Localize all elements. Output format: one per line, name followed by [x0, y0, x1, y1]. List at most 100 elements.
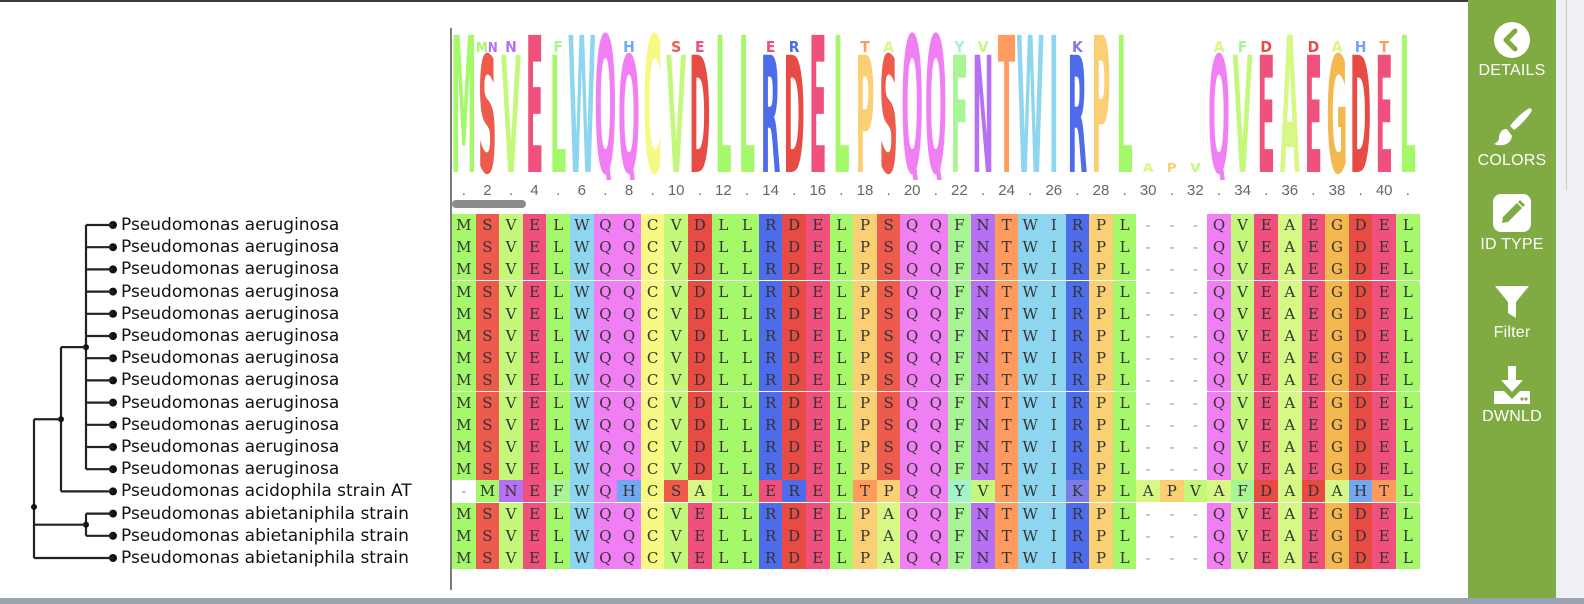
alignment-cell[interactable]: Q [593, 502, 618, 525]
alignment-cell[interactable]: L [546, 502, 570, 525]
alignment-cell[interactable]: F [947, 302, 972, 325]
alignment-cell[interactable]: E [1254, 302, 1278, 325]
alignment-cell[interactable]: R [1065, 302, 1090, 325]
alignment-cell[interactable]: - [1183, 236, 1208, 259]
alignment-cell[interactable]: - [1183, 502, 1208, 525]
alignment-cell[interactable]: S [475, 524, 500, 547]
id-type-button[interactable]: ID TYPE [1468, 192, 1556, 254]
alignment-cell[interactable]: Q [900, 347, 924, 370]
alignment-cell[interactable]: V [664, 436, 688, 458]
alignment-cell[interactable]: E [806, 369, 830, 392]
alignment-cell[interactable]: D [1348, 502, 1373, 525]
alignment-cell[interactable]: C [640, 391, 665, 414]
alignment-cell[interactable]: M [452, 436, 476, 458]
alignment-cell[interactable]: T [994, 369, 1019, 392]
alignment-cell[interactable]: E [1372, 258, 1396, 281]
alignment-cell[interactable]: S [475, 458, 500, 481]
alignment-cell[interactable]: S [475, 325, 500, 347]
alignment-cell[interactable]: W [1018, 547, 1042, 569]
alignment-cell[interactable]: P [1089, 502, 1113, 525]
alignment-cell[interactable]: N [499, 480, 523, 503]
alignment-cell[interactable]: Q [593, 480, 618, 503]
alignment-cell[interactable]: L [829, 458, 854, 481]
alignment-cell[interactable]: L [1396, 302, 1420, 325]
alignment-cell[interactable]: D [1348, 436, 1373, 458]
alignment-cell[interactable]: A [1278, 436, 1302, 458]
alignment-cell[interactable]: V [664, 369, 688, 392]
alignment-cell[interactable]: R [758, 258, 783, 281]
alignment-cell[interactable]: E [1372, 413, 1396, 436]
alignment-cell[interactable]: V [1230, 280, 1255, 303]
alignment-cell[interactable]: G [1325, 214, 1349, 236]
alignment-cell[interactable]: N [971, 502, 995, 525]
alignment-cell[interactable]: D [782, 280, 806, 303]
alignment-cell[interactable]: - [1183, 280, 1208, 303]
alignment-cell[interactable]: G [1325, 347, 1349, 370]
alignment-cell[interactable]: C [640, 547, 665, 569]
alignment-cell[interactable]: W [1018, 236, 1042, 259]
alignment-cell[interactable]: W [570, 391, 594, 414]
alignment-cell[interactable]: - [1160, 236, 1184, 259]
alignment-cell[interactable]: F [947, 458, 972, 481]
alignment-cell[interactable]: S [876, 436, 901, 458]
alignment-cell[interactable]: W [1018, 258, 1042, 281]
alignment-cell[interactable]: V [1230, 236, 1255, 259]
alignment-cell[interactable]: L [1112, 524, 1137, 547]
alignment-cell[interactable]: E [1372, 214, 1396, 236]
alignment-cell[interactable]: P [853, 236, 877, 259]
alignment-cell[interactable]: L [1396, 458, 1420, 481]
alignment-cell[interactable]: L [735, 325, 759, 347]
alignment-cell[interactable]: E [758, 480, 783, 503]
alignment-cell[interactable]: L [735, 214, 759, 236]
alignment-cell[interactable]: D [688, 369, 712, 392]
alignment-cell[interactable]: Q [1207, 214, 1231, 236]
alignment-cell[interactable]: T [994, 214, 1019, 236]
alignment-cell[interactable]: N [971, 436, 995, 458]
alignment-cell[interactable]: L [711, 302, 736, 325]
alignment-cell[interactable]: L [1396, 347, 1420, 370]
alignment-cell[interactable]: Q [1207, 391, 1231, 414]
alignment-cell[interactable]: M [475, 480, 500, 503]
alignment-cell[interactable]: N [971, 325, 995, 347]
alignment-cell[interactable]: N [971, 369, 995, 392]
alignment-cell[interactable]: K [1065, 480, 1090, 503]
alignment-cell[interactable]: L [829, 369, 854, 392]
alignment-cell[interactable]: E [1254, 413, 1278, 436]
alignment-cell[interactable]: A [1278, 369, 1302, 392]
alignment-cell[interactable]: E [806, 547, 830, 569]
alignment-cell[interactable]: E [522, 547, 547, 569]
alignment-cell[interactable]: L [829, 214, 854, 236]
alignment-cell[interactable]: V [1230, 325, 1255, 347]
alignment-cell[interactable]: E [688, 524, 712, 547]
alignment-cell[interactable]: E [1372, 325, 1396, 347]
alignment-cell[interactable]: F [947, 214, 972, 236]
alignment-cell[interactable]: E [1301, 302, 1326, 325]
alignment-cell[interactable]: S [475, 369, 500, 392]
alignment-cell[interactable]: W [570, 280, 594, 303]
alignment-cell[interactable]: F [947, 369, 972, 392]
alignment-cell[interactable]: L [711, 480, 736, 503]
alignment-cell[interactable]: Q [924, 325, 948, 347]
alignment-cell[interactable]: L [546, 436, 570, 458]
alignment-cell[interactable]: D [1348, 369, 1373, 392]
alignment-cell[interactable]: - [1136, 436, 1160, 458]
alignment-cell[interactable]: G [1325, 436, 1349, 458]
alignment-cell[interactable]: E [1254, 280, 1278, 303]
alignment-cell[interactable]: L [1396, 280, 1420, 303]
alignment-cell[interactable]: Q [617, 458, 641, 481]
alignment-cell[interactable]: P [853, 347, 877, 370]
alignment-cell[interactable]: P [853, 302, 877, 325]
alignment-cell[interactable]: Q [593, 524, 618, 547]
alignment-cell[interactable]: E [1301, 347, 1326, 370]
alignment-cell[interactable]: Q [924, 236, 948, 259]
alignment-cell[interactable]: V [499, 369, 523, 392]
alignment-cell[interactable]: C [640, 302, 665, 325]
alignment-cell[interactable]: L [1396, 480, 1420, 503]
alignment-cell[interactable]: P [1089, 325, 1113, 347]
alignment-cell[interactable]: E [806, 480, 830, 503]
alignment-cell[interactable]: T [994, 480, 1019, 503]
alignment-cell[interactable]: V [499, 325, 523, 347]
alignment-cell[interactable]: E [522, 325, 547, 347]
alignment-cell[interactable]: A [1278, 391, 1302, 414]
alignment-cell[interactable]: E [1301, 436, 1326, 458]
